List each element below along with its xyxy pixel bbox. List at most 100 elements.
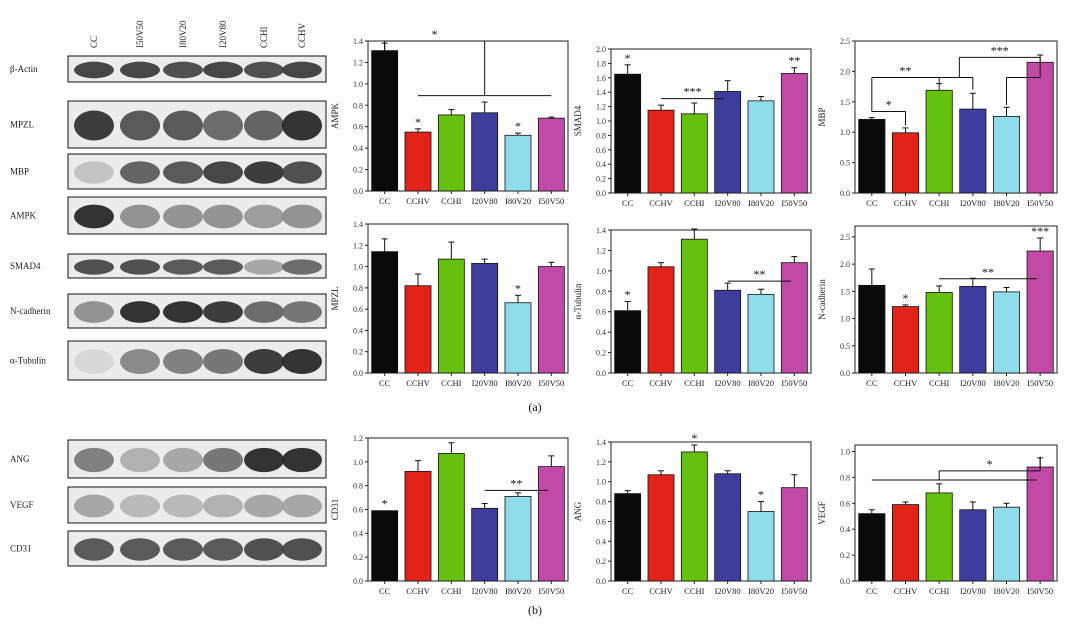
y-tick-label: 0.0 [353, 577, 363, 586]
bar-I50V50 [1026, 466, 1054, 582]
bar-I50V50 [537, 117, 565, 192]
category-label: CC [379, 196, 391, 206]
y-tick-label: 1.0 [353, 458, 363, 467]
category-label: CC [622, 586, 634, 596]
y-tick-label: 1.0 [353, 263, 363, 272]
category-label: CCHV [894, 198, 918, 208]
significance-star: ** [788, 54, 800, 68]
y-tick-label: 0.5 [840, 159, 850, 168]
blot-band [203, 61, 243, 79]
category-label: CCHI [441, 196, 461, 206]
y-tick-label: 1.8 [596, 59, 606, 68]
bar-I80V20 [992, 115, 1021, 194]
y-tick-label: 1.2 [353, 58, 363, 67]
y-tick-label: 1.4 [596, 88, 606, 97]
bar-CCHI [925, 492, 953, 582]
blot-band [163, 494, 203, 518]
y-tick-label: 0.0 [596, 577, 606, 586]
bar-I80V20 [504, 134, 532, 192]
category-label: I50V50 [781, 198, 807, 208]
plot-frame [610, 441, 812, 582]
blot-band [163, 110, 203, 141]
bar-CCHV [404, 131, 432, 192]
category-label: I50V50 [1027, 378, 1053, 388]
y-tick-label: 1.2 [596, 103, 606, 112]
y-tick-label: 0.0 [596, 189, 606, 198]
category-label: CC [622, 198, 634, 208]
bar-I20V80 [471, 262, 499, 374]
significance-star: * [382, 497, 388, 511]
y-tick-label: 1.4 [353, 37, 363, 46]
blot-a-5: N-cadherin [10, 293, 327, 329]
bar-CCHV [647, 474, 675, 582]
bar-CC [371, 251, 399, 374]
category-label: CC [622, 378, 634, 388]
significance-star: * [515, 119, 521, 133]
y-tick-label: 2.0 [596, 45, 606, 54]
blot-band [74, 301, 114, 323]
blot-b-1: VEGF [10, 486, 327, 524]
chart-cd31: 0.0 0.2 0.4 0.6 0.8 1.0 1.2 CD31 CC * CCHV CCHI I20V… [330, 434, 569, 596]
bar-I20V80 [471, 507, 499, 582]
blot-band [120, 259, 160, 275]
y-tick-label: 0.8 [596, 287, 606, 296]
bar-CCHI [680, 451, 708, 582]
blot-band [282, 259, 322, 275]
blot-band [163, 61, 203, 79]
blot-a-3: AMPK [10, 196, 327, 235]
y-tick-label: 0.4 [596, 537, 606, 546]
category-label: I20V80 [960, 586, 986, 596]
lane-label: I20V80 [218, 20, 228, 48]
bar-CCHV [891, 306, 920, 374]
bar-I20V80 [714, 91, 742, 194]
category-label: I20V80 [472, 196, 498, 206]
y-tick-label: 0.2 [353, 166, 363, 175]
category-label: CCHV [649, 378, 673, 388]
bar-I50V50 [1026, 61, 1054, 194]
bar-I50V50 [537, 266, 565, 374]
bar-I50V50 [1026, 250, 1054, 374]
chart-ncad: 0.0 0.5 1.0 1.5 2.0 2.5 N-cadherin CC CCHV * CCHI I… [817, 224, 1058, 388]
y-tick-label: 0.4 [596, 328, 606, 337]
blot-band [74, 110, 114, 141]
y-tick-label: 0.4 [353, 326, 363, 335]
bar-CCHI [925, 89, 953, 194]
y-axis-label: ANG [573, 501, 583, 521]
bar-CC [614, 73, 642, 194]
y-tick-label: 1.0 [840, 447, 850, 456]
y-tick-label: 1.0 [353, 80, 363, 89]
chart-tubulin: 0.0 0.2 0.4 0.6 0.8 1.0 1.2 1.4 α-Tubulin CC * CCHV… [573, 226, 812, 388]
chart-ampk: 0.0 0.2 0.4 0.6 0.8 1.0 1.2 1.4 AMPK CC CCHV * CCHI I… [330, 27, 569, 206]
panel-label-b: (b) [528, 603, 542, 617]
y-tick-label: 0.0 [353, 187, 363, 196]
y-tick-label: 0.8 [353, 101, 363, 110]
blot-band [244, 301, 284, 323]
blot-band [244, 349, 284, 374]
blot-label: AMPK [10, 211, 37, 221]
y-tick-label: 0.0 [840, 369, 850, 378]
category-label: I50V50 [781, 378, 807, 388]
bar-I50V50 [780, 262, 808, 374]
blot-band [282, 538, 322, 561]
y-tick-label: 1.4 [353, 220, 363, 229]
category-label: I80V20 [994, 378, 1020, 388]
significance-star: * [625, 51, 631, 65]
bar-I80V20 [747, 511, 775, 582]
blot-band [203, 259, 243, 275]
significance-bracket: * [871, 98, 906, 126]
category-label: CCHV [406, 586, 430, 596]
category-label: CCHV [406, 196, 430, 206]
bar-CCHV [404, 285, 432, 374]
chart-mpzl: 0.0 0.2 0.4 0.6 0.8 1.0 1.2 1.4 MPZL CC CCHV CCHI I2… [330, 220, 569, 388]
blot-band [203, 538, 243, 561]
blot-band [120, 349, 160, 374]
bar-CC [371, 510, 399, 582]
category-label: I50V50 [1027, 198, 1053, 208]
bracket-stars: ** [753, 267, 765, 281]
bracket-stars: ** [900, 63, 912, 77]
bar-CC [858, 513, 886, 582]
blot-a-6: α-Tubulin [10, 340, 327, 381]
blot-band [244, 494, 284, 518]
bar-I80V20 [747, 293, 775, 374]
